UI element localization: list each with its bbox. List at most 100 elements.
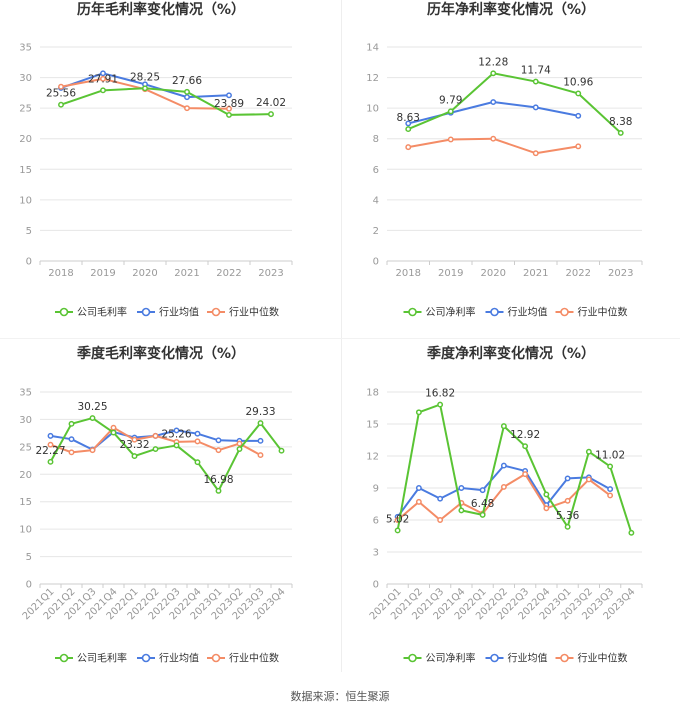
- chart-panel-3: 季度毛利率变化情况（%）051015202530352021Q12021Q220…: [19, 345, 293, 665]
- data-label: 8.38: [609, 116, 632, 128]
- data-point: [585, 448, 592, 455]
- data-point: [194, 438, 201, 445]
- legend-label: 行业均值: [508, 306, 548, 319]
- data-label: 5.02: [386, 513, 409, 525]
- data-label: 24.02: [256, 97, 286, 109]
- data-point: [226, 105, 232, 112]
- legend-swatch-marker: [408, 653, 417, 663]
- data-point: [564, 523, 571, 530]
- data-point: [607, 463, 614, 470]
- data-point: [500, 462, 507, 469]
- legend-item-3: 行业中位数: [555, 306, 628, 319]
- y-tick-label: 6: [373, 165, 379, 176]
- data-point: [437, 401, 444, 408]
- data-point: [257, 437, 264, 444]
- chart-title: 季度毛利率变化情况（%）: [76, 345, 245, 362]
- data-point: [479, 487, 486, 494]
- data-label: 16.82: [425, 388, 455, 400]
- data-point: [500, 483, 507, 490]
- data-point: [405, 120, 412, 127]
- data-point: [215, 487, 222, 494]
- y-tick-label: 10: [19, 525, 32, 536]
- y-tick-label: 30: [19, 415, 32, 426]
- x-tick-label: 2022: [566, 268, 591, 279]
- data-point: [564, 497, 571, 504]
- data-point: [100, 75, 106, 82]
- legend-label: 行业中位数: [229, 652, 279, 665]
- data-point: [58, 101, 64, 108]
- data-point: [173, 427, 180, 434]
- data-point: [68, 420, 75, 427]
- y-tick-label: 20: [19, 134, 32, 145]
- data-point: [607, 492, 614, 499]
- data-point: [532, 78, 539, 85]
- legend-label: 行业中位数: [229, 306, 279, 319]
- y-tick-label: 25: [19, 104, 32, 115]
- chart-panel-4: 季度净利率变化情况（%）03691215182021Q12021Q22021Q3…: [366, 345, 643, 665]
- data-point: [415, 498, 422, 505]
- data-label: 9.79: [439, 94, 462, 106]
- legend-item-2: 行业均值: [137, 306, 199, 319]
- y-tick-label: 9: [373, 484, 379, 495]
- data-point: [47, 432, 54, 439]
- data-point: [110, 424, 117, 431]
- data-point: [152, 432, 159, 439]
- data-point: [226, 92, 232, 99]
- legend-item-2: 行业均值: [485, 652, 548, 665]
- data-label: 29.33: [245, 406, 275, 418]
- x-tick-label: 2020: [481, 268, 506, 279]
- y-tick-label: 18: [366, 388, 379, 399]
- data-point: [47, 441, 54, 448]
- data-point: [173, 442, 180, 449]
- data-point: [405, 126, 412, 133]
- data-point: [532, 150, 539, 157]
- data-point: [458, 507, 465, 514]
- data-point: [447, 108, 454, 115]
- data-point: [184, 88, 190, 95]
- y-tick-label: 12: [366, 452, 379, 463]
- y-tick-label: 3: [373, 548, 379, 559]
- data-label: 12.28: [478, 56, 508, 68]
- data-point: [142, 85, 148, 92]
- data-label: 11.74: [521, 65, 551, 77]
- series-line-1: [396, 403, 633, 534]
- y-tick-label: 5: [26, 552, 32, 563]
- x-tick-label: 2019: [438, 268, 463, 279]
- data-point: [194, 430, 201, 437]
- chart-panel-1: 历年毛利率变化情况（%） 0 5 10 15 20 25 30 35 2018 2019 2020 20…: [19, 1, 293, 319]
- y-tick-label: 0: [26, 257, 32, 268]
- data-label: 12.92: [510, 429, 540, 441]
- chart-title: 季度净利率变化情况（%）: [426, 345, 595, 362]
- y-tick-label: 0: [373, 257, 379, 268]
- legend-swatch-marker: [141, 307, 151, 317]
- y-tick-label: 35: [19, 43, 32, 54]
- legend-item-3: 行业中位数: [207, 652, 279, 665]
- data-point: [278, 447, 285, 454]
- legend-swatch-marker: [211, 307, 221, 317]
- legend-swatch-marker: [490, 653, 499, 663]
- series-line-1: [60, 87, 272, 116]
- data-label: 6.48: [471, 498, 494, 510]
- y-tick-label: 0: [373, 580, 379, 591]
- data-point: [490, 99, 497, 105]
- y-tick-label: 15: [366, 420, 379, 431]
- data-point: [522, 471, 529, 478]
- legend-label: 公司毛利率: [77, 652, 127, 665]
- data-point: [490, 70, 497, 77]
- legend-swatch-marker: [59, 653, 69, 663]
- legend-label: 行业均值: [159, 652, 199, 665]
- data-point: [479, 511, 486, 518]
- data-point: [68, 436, 75, 443]
- data-point: [89, 415, 96, 422]
- legend-item-1: 公司毛利率: [55, 306, 127, 319]
- data-point: [585, 476, 592, 483]
- data-point: [110, 429, 117, 436]
- legend-label: 行业均值: [508, 652, 548, 665]
- data-point: [575, 143, 582, 150]
- legend-item-1: 公司净利率: [403, 306, 476, 319]
- y-tick-label: 0: [26, 580, 32, 591]
- legend-item-1: 公司毛利率: [55, 652, 127, 665]
- y-tick-label: 25: [19, 442, 32, 453]
- chart-title: 历年毛利率变化情况（%）: [77, 1, 245, 18]
- data-point: [236, 446, 243, 453]
